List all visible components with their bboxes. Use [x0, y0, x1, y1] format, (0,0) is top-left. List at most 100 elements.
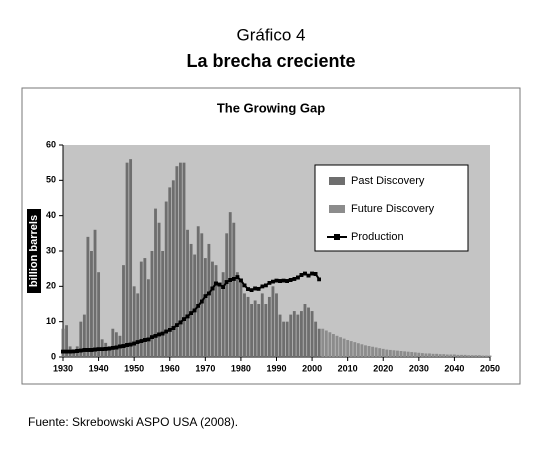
- y-tick-label: 50: [46, 175, 56, 185]
- bar: [282, 321, 286, 357]
- y-label: billion barrels: [28, 215, 40, 287]
- bar: [271, 286, 275, 357]
- bar: [125, 162, 129, 357]
- y-tick-label: 60: [46, 139, 56, 149]
- bar: [364, 345, 367, 357]
- x-tick-label: 1990: [266, 363, 286, 373]
- y-tick-label: 40: [46, 210, 56, 220]
- bar: [385, 349, 389, 357]
- bar: [164, 201, 168, 357]
- bar: [161, 251, 165, 357]
- bar: [182, 162, 186, 357]
- bar: [452, 354, 456, 357]
- bar: [90, 251, 93, 357]
- legend-swatch: [329, 177, 345, 185]
- bar: [381, 348, 385, 357]
- y-tick-label: 10: [46, 316, 56, 326]
- legend-label: Production: [351, 231, 404, 243]
- bar: [445, 354, 449, 357]
- bar: [264, 304, 268, 357]
- bar: [186, 229, 189, 357]
- bar: [132, 286, 136, 357]
- bar: [203, 258, 207, 357]
- bar: [239, 279, 243, 357]
- bar: [413, 352, 417, 357]
- bar: [420, 353, 424, 357]
- bar: [470, 355, 474, 357]
- legend-label: Past Discovery: [351, 175, 425, 187]
- bar: [467, 355, 471, 357]
- bar: [481, 355, 485, 357]
- bar: [285, 321, 289, 357]
- bar: [129, 159, 133, 357]
- bar: [168, 187, 172, 357]
- x-tick-label: 2050: [480, 363, 500, 373]
- x-tick-label: 1930: [53, 363, 73, 373]
- bar: [339, 337, 342, 357]
- x-tick-label: 1950: [124, 363, 144, 373]
- bar: [275, 293, 278, 357]
- bar: [353, 342, 357, 357]
- bar: [299, 311, 303, 357]
- bar: [435, 353, 439, 357]
- bar: [374, 347, 378, 357]
- bar: [303, 304, 307, 357]
- bar: [307, 307, 310, 357]
- bar: [406, 351, 410, 357]
- bar: [442, 354, 446, 357]
- bar: [463, 354, 467, 357]
- chart-title: The Growing Gap: [217, 100, 325, 115]
- bar: [328, 332, 332, 357]
- bar: [143, 258, 147, 357]
- bar: [200, 233, 204, 357]
- bar: [146, 279, 150, 357]
- bar: [253, 300, 257, 357]
- bar: [97, 272, 101, 357]
- bar: [243, 293, 246, 357]
- bar: [332, 334, 335, 357]
- bar: [371, 346, 374, 357]
- bar: [289, 314, 293, 357]
- y-tick-label: 0: [51, 351, 56, 361]
- bar: [403, 351, 407, 357]
- bar: [175, 166, 179, 357]
- bar: [111, 328, 115, 357]
- bar: [193, 254, 197, 357]
- bar: [396, 350, 399, 357]
- bar: [93, 229, 97, 357]
- bar: [321, 328, 325, 357]
- bar: [424, 353, 428, 357]
- bar: [189, 243, 193, 357]
- legend-swatch: [329, 205, 345, 213]
- y-tick-label: 20: [46, 281, 56, 291]
- bar: [360, 344, 364, 357]
- bar: [114, 332, 118, 357]
- bar: [346, 340, 350, 357]
- y-axis-label: billion barrels: [27, 209, 41, 293]
- bar: [157, 222, 161, 357]
- bar: [260, 293, 264, 357]
- bar: [317, 328, 321, 357]
- x-tick-label: 2000: [302, 363, 322, 373]
- x-tick-label: 2010: [338, 363, 358, 373]
- bar: [250, 304, 254, 357]
- bar: [456, 354, 460, 357]
- bar: [136, 293, 140, 357]
- bar: [431, 353, 435, 357]
- bar: [488, 355, 492, 357]
- bar: [367, 346, 371, 357]
- bar: [211, 261, 214, 357]
- bar: [235, 272, 239, 357]
- bar: [214, 265, 218, 357]
- x-tick-label: 1980: [231, 363, 251, 373]
- x-tick-label: 2030: [409, 363, 429, 373]
- bar: [324, 330, 328, 357]
- bar: [477, 355, 481, 357]
- bar: [139, 261, 143, 357]
- bar: [207, 243, 211, 357]
- bar: [428, 353, 431, 357]
- figure-title: La brecha creciente: [186, 51, 355, 71]
- bar: [392, 350, 396, 357]
